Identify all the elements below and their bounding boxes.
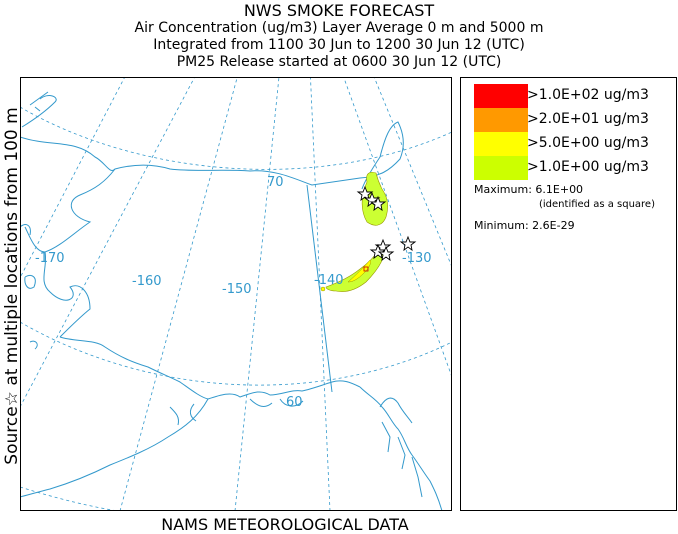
lon-label: -140 [314,273,344,288]
source-star [356,185,374,202]
maximum-note: (identified as a square) [539,199,655,210]
source-star [369,195,387,212]
legend-swatch [474,156,528,180]
source-side-label: Source☆ at multiple locations from 100 m [2,107,22,465]
legend-label: >2.0E+01 ug/m3 [527,111,649,127]
source-star [377,245,395,262]
legend-label: >1.0E+00 ug/m3 [527,159,649,175]
coastline [20,91,443,511]
lon-label: -150 [222,282,252,297]
release-info: PM25 Release started at 0600 30 Jun 12 (… [176,54,502,70]
lon-label: -130 [402,251,432,266]
source-star [369,243,387,260]
legend-label: >5.0E+00 ug/m3 [527,135,649,151]
legend-panel: >1.0E+02 ug/m3 >2.0E+01 ug/m3 >5.0E+00 u… [460,77,677,511]
minimum-value: Minimum: 2.6E-29 [474,219,575,232]
map-border [20,77,452,511]
lon-label: -170 [35,251,65,266]
legend-swatch [474,108,528,132]
met-data-label: NAMS METEOROLOGICAL DATA [161,515,409,534]
lon-label: -160 [132,274,162,289]
source-star [399,235,417,252]
concentration-subtitle: Air Concentration (ug/m3) Layer Average … [134,20,544,36]
smoke-forecast-map: -170 -160 -150 -140 -130 70 60 [20,77,452,511]
maximum-value: Maximum: 6.1E+00 [474,183,584,196]
legend-swatch [474,132,528,156]
integration-period: Integrated from 1100 30 Jun to 1200 30 J… [153,37,525,53]
graticule-labels: -170 -160 -150 -140 -130 70 60 [35,175,432,410]
forecast-title: NWS SMOKE FORECAST [243,1,435,20]
lat-label: 60 [286,395,303,410]
source-markers [356,185,417,262]
legend-swatch [474,84,528,108]
legend-label: >1.0E+02 ug/m3 [527,87,649,103]
lat-label: 70 [267,175,284,190]
